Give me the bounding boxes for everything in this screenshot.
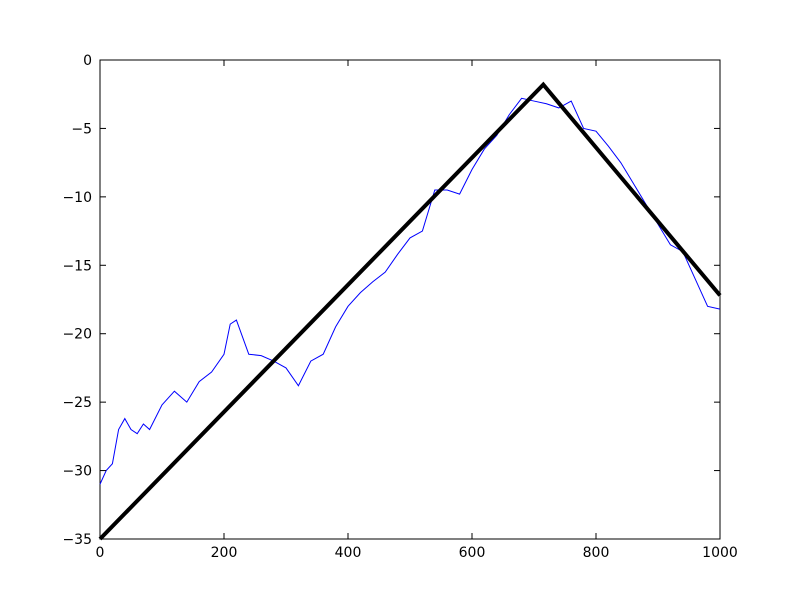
- y-tick-label: 0: [83, 53, 92, 69]
- plot-frame: [99, 59, 721, 540]
- x-tick-label: 200: [211, 545, 238, 561]
- y-tick-label: −20: [62, 327, 92, 343]
- series-line: [99, 97, 721, 485]
- y-tick-label: −30: [62, 464, 92, 480]
- y-tick-label: −15: [62, 258, 92, 274]
- y-tick-label: −35: [62, 532, 92, 548]
- y-tick-label: −25: [62, 395, 92, 411]
- x-tick-label: 400: [335, 545, 362, 561]
- x-tick-label: 1000: [702, 545, 738, 561]
- x-tick-label: 0: [96, 545, 105, 561]
- series-line: [98, 81, 722, 541]
- x-tick-label: 600: [459, 545, 486, 561]
- y-tick-label: −10: [62, 190, 92, 206]
- y-tick-label: −5: [71, 121, 92, 137]
- x-tick-label: 800: [583, 545, 610, 561]
